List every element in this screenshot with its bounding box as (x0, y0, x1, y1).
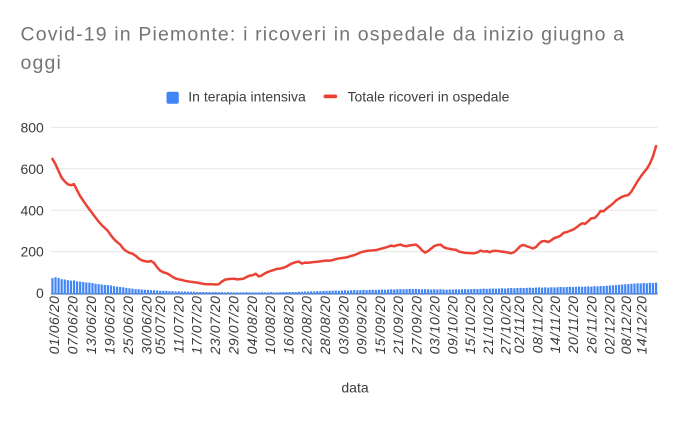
svg-text:30/06/20: 30/06/20 (139, 296, 155, 355)
svg-text:600: 600 (20, 161, 44, 177)
svg-text:29/07/20: 29/07/20 (226, 296, 242, 356)
svg-text:25/06/20: 25/06/20 (120, 296, 136, 356)
svg-text:16/08/20: 16/08/20 (281, 296, 297, 355)
svg-text:14/12/20: 14/12/20 (634, 296, 650, 355)
svg-text:08/12/20: 08/12/20 (618, 296, 634, 355)
svg-text:22/08/20: 22/08/20 (299, 296, 315, 356)
svg-text:10/08/20: 10/08/20 (262, 296, 278, 355)
svg-text:15/09/20: 15/09/20 (372, 296, 388, 355)
svg-text:800: 800 (20, 120, 44, 136)
svg-text:21/09/20: 21/09/20 (390, 296, 406, 356)
svg-text:oggi: oggi (21, 52, 62, 74)
svg-text:04/08/20: 04/08/20 (244, 296, 260, 355)
svg-text:23/07/20: 23/07/20 (207, 296, 223, 356)
svg-text:27/10/20: 27/10/20 (498, 296, 514, 356)
svg-text:21/10/20: 21/10/20 (480, 296, 496, 356)
svg-text:15/10/20: 15/10/20 (462, 296, 478, 355)
svg-text:08/11/20: 08/11/20 (530, 296, 546, 354)
svg-text:14/11/20: 14/11/20 (547, 296, 563, 354)
svg-text:17/07/20: 17/07/20 (189, 296, 205, 355)
svg-text:27/09/20: 27/09/20 (408, 296, 424, 356)
svg-text:07/06/20: 07/06/20 (65, 296, 81, 355)
svg-text:11/07/20: 11/07/20 (171, 296, 187, 354)
svg-text:20/11/20: 20/11/20 (565, 296, 581, 355)
svg-text:05/07/20: 05/07/20 (152, 296, 168, 355)
svg-text:13/06/20: 13/06/20 (83, 296, 99, 355)
svg-text:03/09/20: 03/09/20 (335, 296, 351, 355)
svg-text:In terapia intensiva: In terapia intensiva (188, 88, 306, 104)
svg-text:200: 200 (20, 244, 44, 260)
svg-text:0: 0 (36, 285, 44, 301)
svg-text:26/11/20: 26/11/20 (584, 296, 600, 355)
svg-text:02/11/20: 02/11/20 (511, 296, 527, 354)
svg-text:Covid-19 in Piemonte: i ricove: Covid-19 in Piemonte: i ricoveri in ospe… (21, 24, 626, 46)
svg-text:03/10/20: 03/10/20 (427, 296, 443, 355)
svg-text:data: data (341, 380, 368, 396)
svg-text:01/06/20: 01/06/20 (46, 296, 62, 355)
svg-text:Totale ricoveri in ospedale: Totale ricoveri in ospedale (348, 88, 510, 104)
svg-text:19/06/20: 19/06/20 (102, 296, 118, 355)
svg-text:09/09/20: 09/09/20 (354, 296, 370, 355)
svg-text:400: 400 (20, 202, 44, 218)
svg-text:09/10/20: 09/10/20 (444, 296, 460, 355)
svg-text:02/12/20: 02/12/20 (601, 296, 617, 355)
svg-text:28/08/20: 28/08/20 (317, 296, 333, 356)
